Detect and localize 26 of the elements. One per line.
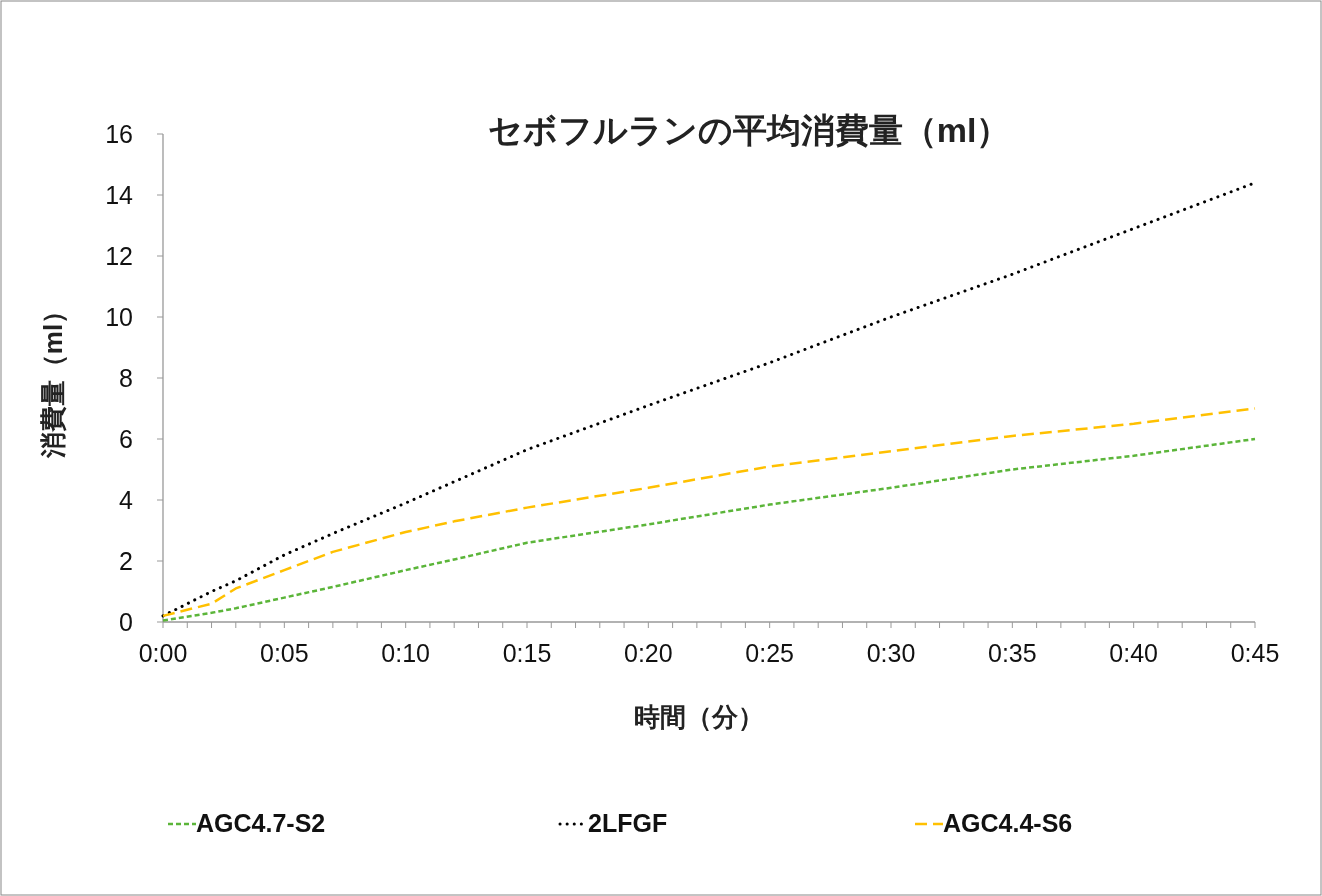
y-tick-label: 16 — [105, 120, 133, 148]
y-tick-label: 12 — [105, 242, 133, 270]
x-tick-label: 0:00 — [138, 639, 188, 667]
x-tick-label: 0:45 — [1230, 639, 1280, 667]
x-axis-title: 時間（分） — [634, 702, 764, 732]
x-tick-label: 0:05 — [260, 639, 309, 667]
legend-label: AGC4.7-S2 — [196, 809, 326, 837]
x-tick-label: 0:35 — [988, 639, 1037, 667]
x-tick-label: 0:40 — [1109, 639, 1158, 667]
line-series — [161, 407, 1257, 618]
x-tick-label: 0:30 — [866, 639, 916, 667]
y-tick-label: 8 — [119, 364, 133, 392]
x-tick-label: 0:20 — [624, 639, 673, 667]
y-axis-title: 消費量（ml） — [38, 297, 68, 460]
y-tick-label: 4 — [119, 486, 134, 514]
y-tick-label: 10 — [105, 303, 133, 331]
y-tick-label: 14 — [105, 181, 134, 209]
y-tick-label: 6 — [119, 425, 133, 453]
y-tick-label: 0 — [119, 608, 133, 636]
legend-label: 2LFGF — [588, 809, 668, 837]
legend-label: AGC4.4-S6 — [943, 809, 1073, 837]
y-tick-label: 2 — [119, 547, 133, 575]
x-tick-label: 0:10 — [381, 639, 430, 667]
chart-title: セボフルランの平均消費量（ml） — [487, 111, 1011, 149]
x-tick-label: 0:15 — [502, 639, 552, 667]
x-tick-label: 0:25 — [745, 639, 794, 667]
